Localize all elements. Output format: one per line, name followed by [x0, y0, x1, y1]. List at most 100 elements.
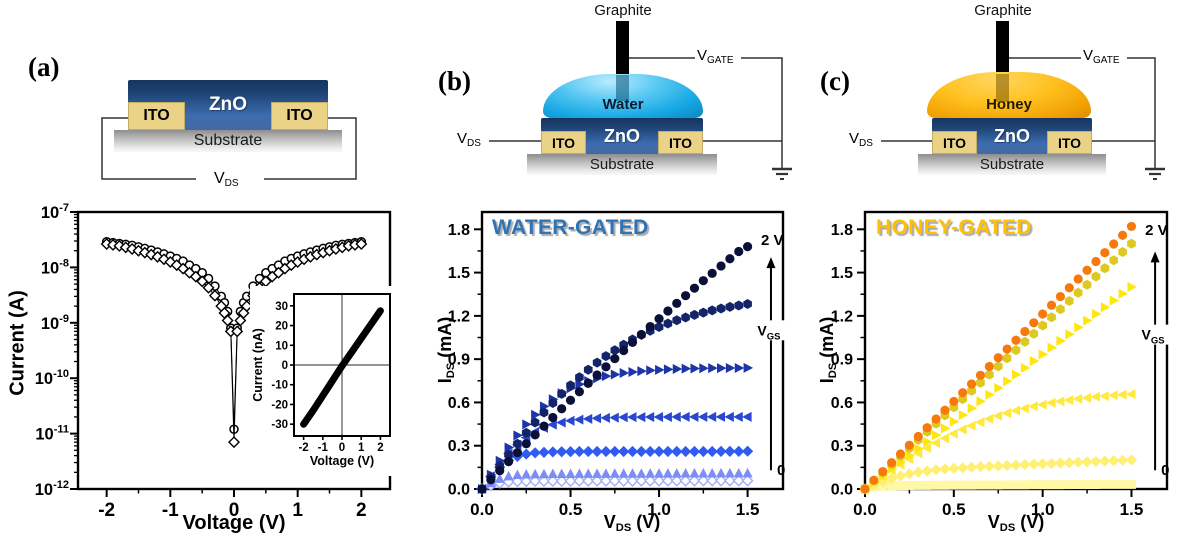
substrate-label: Substrate [193, 132, 263, 149]
svg-text:10-10: 10-10 [35, 368, 69, 388]
zno-layer: ITO ITO ZnO [932, 118, 1092, 154]
svg-text:0.5: 0.5 [942, 500, 966, 519]
svg-text:1.8: 1.8 [448, 222, 470, 239]
gate-circuit-wires [489, 57, 792, 180]
series-vgs-2V [477, 242, 753, 494]
svg-text:-30: -30 [271, 419, 288, 431]
inset-line-series [300, 307, 384, 428]
ito-right-electrode: ITO [658, 131, 703, 154]
graphite-label: Graphite [594, 2, 652, 19]
panel-c-label: (c) [820, 66, 850, 96]
svg-text:0.0: 0.0 [448, 482, 470, 499]
svg-text:1.5: 1.5 [448, 265, 470, 282]
svg-text:2: 2 [356, 500, 367, 521]
svg-text:0.0: 0.0 [853, 500, 877, 519]
series-sweep-2 [100, 237, 368, 449]
svg-text:0.0: 0.0 [470, 500, 494, 519]
svg-text:0.3: 0.3 [448, 438, 470, 455]
c-y-axis-label: IDS (mA) [817, 316, 839, 384]
vgate-label: VGATE [1083, 47, 1120, 66]
vgate-label: VGATE [697, 47, 734, 66]
graphite-label: Graphite [974, 2, 1032, 19]
ground-symbol [772, 167, 792, 180]
zno-layer: ITO ITO ZnO [128, 80, 328, 130]
zno-label: ZnO [994, 125, 1030, 146]
a-y-axis-label: Current (A) [6, 290, 29, 396]
substrate-layer: Substrate [918, 154, 1106, 175]
svg-text:10-11: 10-11 [35, 424, 69, 444]
ito-right-label: ITO [286, 107, 313, 124]
graphite-rod-tip [616, 75, 629, 101]
ground-symbol [1145, 167, 1165, 180]
svg-text:1.5: 1.5 [736, 500, 760, 519]
svg-text:10-7: 10-7 [41, 202, 69, 222]
svg-text:Current (nA): Current (nA) [251, 328, 265, 402]
svg-text:0.5: 0.5 [559, 500, 583, 519]
panel-c-schematic: Graphite Honey ITO ITO ZnO Substrate VDS… [835, 0, 1195, 196]
vds-label: VDS [849, 130, 873, 149]
honey-droplet: Honey [927, 72, 1091, 118]
svg-text:0.3: 0.3 [831, 438, 853, 455]
svg-text:-10: -10 [271, 380, 288, 392]
svg-text:10-8: 10-8 [41, 257, 69, 277]
vgs-arrow-annotation: VGS 2 V 0 [755, 232, 786, 479]
ito-left-label: ITO [143, 107, 170, 124]
svg-text:10-12: 10-12 [35, 479, 69, 499]
water-label: Water [602, 96, 644, 113]
svg-text:1: 1 [292, 500, 303, 521]
svg-text:Voltage (V): Voltage (V) [310, 454, 374, 468]
svg-text:0: 0 [229, 500, 240, 521]
svg-text:1.0: 1.0 [1031, 500, 1055, 519]
svg-text:0.6: 0.6 [448, 395, 470, 412]
ito-left-electrode: ITO [541, 131, 586, 154]
b-y-axis-label: IDS (mA) [435, 316, 457, 384]
zno-label: ZnO [604, 125, 640, 146]
svg-text:0: 0 [339, 442, 345, 454]
substrate-layer: Substrate [527, 154, 717, 175]
iv-chart-panel-a: 10-7 10-8 10-9 10-10 10-11 10-12 -2 -1 0 1 2 Curre… [0, 190, 430, 542]
a-x-axis-label: Voltage (V) [182, 512, 286, 534]
svg-text:2 V: 2 V [761, 232, 784, 249]
ito-right-electrode: ITO [271, 102, 328, 130]
svg-text:1.2: 1.2 [831, 308, 853, 325]
svg-text:VGS: VGS [1142, 327, 1165, 347]
vds-label: VDS [214, 170, 239, 189]
ito-left-electrode: ITO [932, 131, 977, 154]
zno-label: ZnO [209, 94, 247, 115]
water-gated-title: WATER-GATED [492, 216, 649, 239]
svg-text:1.0: 1.0 [647, 500, 671, 519]
svg-text:-2: -2 [98, 500, 115, 521]
honey-label: Honey [986, 96, 1032, 113]
svg-text:10: 10 [275, 340, 288, 352]
svg-text:2 V: 2 V [1145, 222, 1168, 239]
svg-text:0: 0 [1161, 462, 1169, 479]
svg-text:0: 0 [282, 360, 288, 372]
svg-text:0.9: 0.9 [448, 352, 470, 369]
svg-text:-2: -2 [298, 442, 308, 454]
svg-text:-20: -20 [271, 399, 288, 411]
panel-b-label: (b) [438, 66, 471, 96]
svg-text:-1: -1 [318, 442, 329, 454]
vds-circuit-wire [101, 117, 357, 180]
svg-text:1.8: 1.8 [831, 222, 853, 239]
substrate-layer: Substrate [114, 130, 342, 152]
svg-text:1.5: 1.5 [1120, 500, 1144, 519]
svg-text:2: 2 [377, 442, 383, 454]
svg-text:0.6: 0.6 [831, 395, 853, 412]
b-x-axis-label: VDS (V) [603, 512, 661, 534]
svg-text:10-9: 10-9 [41, 313, 69, 333]
iv-inset: -2 -1 0 1 2 -30 -20 -10 0 10 20 30 Voltage (V) Curren… [250, 286, 400, 476]
axes: 0.0 0.5 1.0 1.5 0.0 0.3 0.6 0.9 1.2 1.5 1.8 [831, 210, 1169, 519]
panel-a-label: (a) [28, 52, 60, 82]
svg-text:20: 20 [275, 321, 288, 333]
c-x-axis-label: VDS (V) [987, 512, 1045, 534]
svg-text:1: 1 [358, 442, 365, 454]
svg-text:1.2: 1.2 [448, 308, 470, 325]
panel-b-schematic: Graphite Water ITO ITO ZnO Substrate VDS… [455, 0, 805, 196]
svg-text:30: 30 [275, 301, 288, 313]
